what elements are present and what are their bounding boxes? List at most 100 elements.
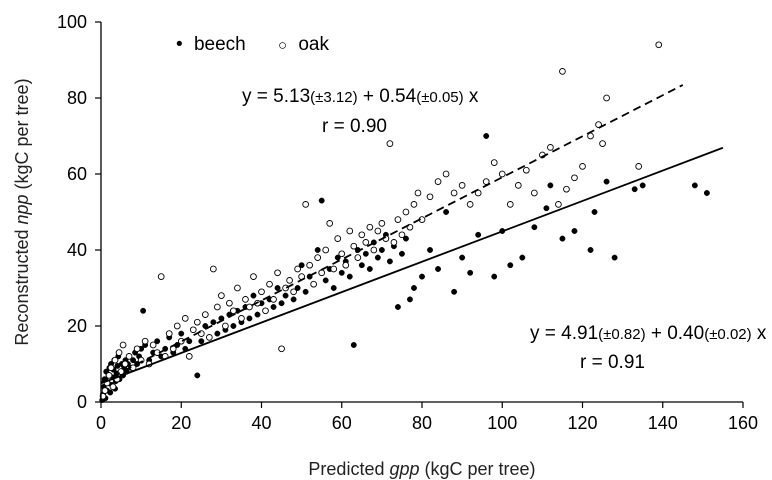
oak-point [434, 178, 442, 185]
beech-point [210, 319, 217, 326]
oak-point [306, 261, 314, 269]
x-axis-title: Predicted gpp (kgC per tree) [308, 459, 535, 479]
oak-eq-x: x [464, 86, 479, 107]
beech-point [154, 338, 161, 345]
oak-point [514, 182, 522, 189]
oak-point [414, 189, 422, 197]
oak-point [386, 140, 394, 147]
oak-point [326, 220, 334, 227]
oak-point [250, 273, 257, 280]
beech-eq-slope-se: (±0.02) [704, 326, 751, 343]
beech-point [322, 277, 329, 284]
beech-point [603, 178, 610, 185]
oak-point [490, 159, 498, 166]
oak-point [342, 261, 350, 269]
beech-fit-line [100, 146, 724, 385]
beech-point [338, 269, 345, 276]
beech-point [346, 273, 353, 280]
oak-point [246, 303, 253, 311]
beech-point [531, 224, 538, 231]
beech-point [386, 258, 393, 265]
x-tick-label: 160 [728, 413, 758, 433]
beech-point [507, 262, 514, 269]
beech-eq-intercept: y = 4.91 [530, 323, 598, 344]
oak-point [234, 284, 241, 292]
beech-point [314, 247, 321, 253]
oak-point [226, 299, 233, 307]
oak-point [599, 140, 606, 147]
oak-point [185, 353, 193, 360]
x-tick-label: 60 [332, 413, 352, 433]
fits-layer [100, 84, 724, 385]
oak-point [579, 163, 586, 170]
oak-point [193, 318, 201, 326]
oak-point [346, 227, 354, 235]
oak-point [278, 345, 285, 353]
beech-point [350, 342, 357, 348]
x-axis-title-variable: gpp [389, 459, 419, 479]
beech-point [254, 311, 261, 318]
x-tick-label: 120 [567, 413, 597, 433]
oak-point [141, 337, 149, 345]
oak-point [506, 201, 514, 208]
y-axis-title-variable: npp [12, 194, 32, 224]
oak-point [498, 170, 506, 178]
oak-point [205, 334, 213, 341]
points-layer [99, 41, 710, 404]
beech-point [394, 304, 401, 310]
oak-point [522, 166, 530, 174]
oak-point [450, 189, 458, 197]
oak-point [466, 201, 474, 208]
beech-point [559, 235, 566, 242]
x-tick-label: 0 [96, 413, 106, 433]
beech-point [302, 288, 309, 295]
oak-point [358, 231, 366, 239]
beech-point [274, 285, 281, 291]
oak-point [230, 307, 237, 315]
beech-point [130, 357, 137, 364]
beech-point [318, 197, 325, 204]
beech-eq-x: x [752, 323, 767, 344]
oak-point [338, 250, 346, 258]
beech-point [443, 209, 450, 215]
beech-eq-intercept-se: (±0.82) [598, 326, 645, 343]
beech-point [411, 285, 417, 291]
oak-point [555, 201, 562, 208]
beech-point [419, 273, 425, 280]
oak-point [133, 345, 141, 353]
beech-point [366, 266, 373, 272]
beech-point [278, 300, 285, 307]
beech-point [294, 285, 301, 291]
oak-point [322, 246, 330, 254]
beech-point [591, 209, 598, 215]
beech-point [178, 330, 185, 337]
oak-point [258, 288, 265, 296]
oak-point [294, 265, 301, 273]
oak-point [366, 223, 374, 231]
oak-point [563, 185, 570, 193]
oak-point [189, 326, 197, 334]
beech-point [631, 186, 638, 193]
oak-point [571, 174, 578, 182]
oak-point [559, 68, 566, 75]
beech-point [246, 315, 253, 322]
oak-point [274, 269, 281, 277]
oak-point [635, 163, 643, 170]
oak-point [101, 387, 109, 394]
oak-point [107, 364, 115, 372]
oak-point [354, 254, 362, 261]
beech-point [435, 266, 441, 272]
oak-fit-line [100, 84, 684, 384]
oak-point [390, 239, 398, 246]
beech-point [214, 330, 221, 337]
beech-point [298, 262, 305, 269]
oak-point [157, 273, 165, 280]
oak-point [242, 296, 249, 303]
y-tick-label: 60 [67, 164, 87, 184]
x-axis-title-prefix: Predicted [308, 459, 389, 479]
oak-point [121, 360, 129, 368]
x-axis-ticks: 0 20 40 60 80 100 120 140 160 [96, 402, 758, 433]
beech-fit-equation: y = 4.91(±0.82) + 0.40(±0.02) x [530, 323, 767, 344]
beech-point [398, 250, 405, 257]
